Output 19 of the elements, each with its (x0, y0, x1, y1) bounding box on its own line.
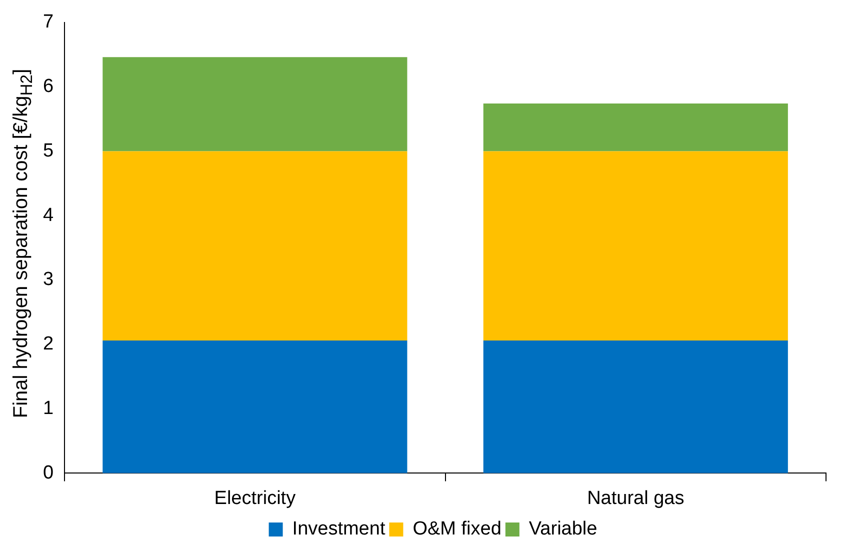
bar (102, 340, 408, 474)
bar (102, 151, 408, 341)
y-tick-label: 3 (42, 269, 54, 290)
y-tick-label: 7 (42, 12, 54, 33)
legend-label: Variable (528, 518, 598, 540)
y-tick-label: 0 (42, 462, 54, 484)
y-tick-label: 6 (42, 76, 54, 98)
legend-label: O&M fixed (412, 518, 502, 540)
y-tick-label: 2 (42, 334, 54, 355)
legend-label: Investment (292, 518, 386, 540)
y-tick-label: 1 (42, 398, 54, 420)
bar (483, 151, 788, 341)
y-tick-label: 4 (42, 204, 54, 226)
bar (483, 340, 788, 474)
x-tick-label: Electricity (214, 488, 296, 509)
bar (102, 57, 408, 152)
y-tick-label: 5 (42, 140, 54, 162)
x-tick-label: Natural gas (587, 488, 684, 509)
bar (483, 104, 788, 152)
